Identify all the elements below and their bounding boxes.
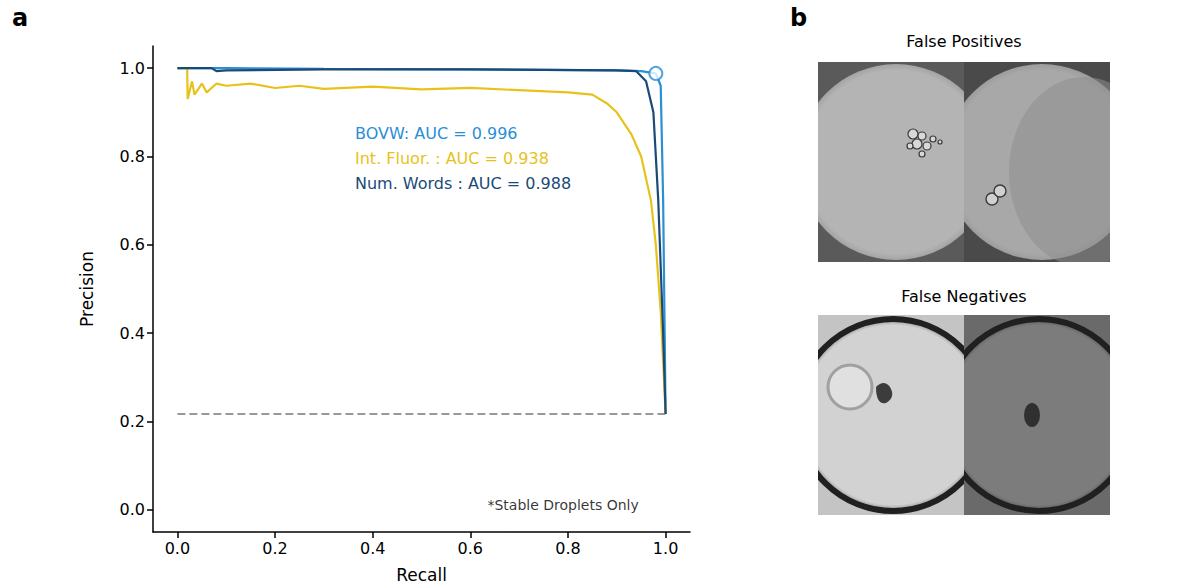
svg-text:0.6: 0.6 — [120, 235, 145, 254]
svg-text:0.0: 0.0 — [165, 539, 190, 558]
svg-text:0.2: 0.2 — [120, 412, 145, 431]
svg-text:Precision: Precision — [77, 251, 97, 327]
svg-text:0.8: 0.8 — [120, 147, 145, 166]
svg-text:*Stable Droplets Only: *Stable Droplets Only — [487, 497, 638, 513]
svg-text:0.4: 0.4 — [360, 539, 385, 558]
html-text:False Negatives: False Negatives — [901, 287, 1027, 306]
html-text:False Positives: False Positives — [906, 32, 1022, 51]
svg-text:Int. Fluor. : AUC = 0.938: Int. Fluor. : AUC = 0.938 — [355, 149, 549, 168]
svg-text:Num. Words : AUC = 0.988: Num. Words : AUC = 0.988 — [355, 174, 571, 193]
svg-text:0.0: 0.0 — [120, 500, 145, 519]
svg-text:BOVW: AUC = 0.996: BOVW: AUC = 0.996 — [355, 124, 518, 143]
html-text:b: b — [790, 4, 808, 32]
svg-text:0.6: 0.6 — [458, 539, 483, 558]
svg-text:1.0: 1.0 — [120, 59, 145, 78]
html-text:a: a — [12, 4, 29, 32]
svg-text:1.0: 1.0 — [653, 539, 678, 558]
svg-text:0.2: 0.2 — [262, 539, 287, 558]
svg-text:0.8: 0.8 — [555, 539, 580, 558]
svg-text:0.4: 0.4 — [120, 324, 145, 343]
svg-text:Recall: Recall — [396, 565, 447, 585]
